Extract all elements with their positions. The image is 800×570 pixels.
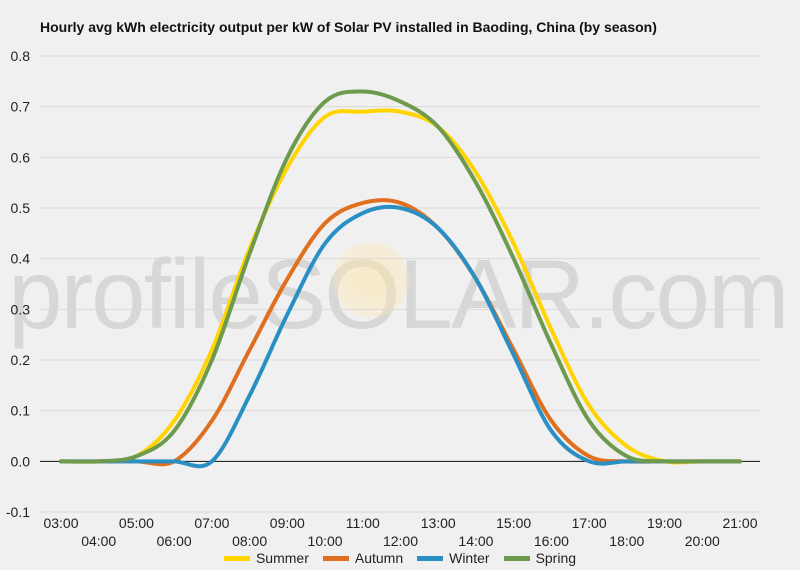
x-tick-label: 17:00 [572, 515, 607, 531]
x-tick-label: 14:00 [458, 533, 493, 549]
x-tick-label: 10:00 [308, 533, 343, 549]
legend-label: Spring [535, 550, 577, 566]
chart-legend: Summer Autumn Winter Spring [0, 548, 800, 568]
y-tick-label: 0.3 [11, 301, 31, 317]
x-tick-label: 08:00 [232, 533, 267, 549]
x-tick-label: 11:00 [346, 515, 380, 531]
legend-item-summer: Summer [223, 550, 309, 566]
legend-item-spring: Spring [503, 550, 577, 566]
legend-label: Winter [449, 550, 490, 566]
legend-swatch [417, 555, 444, 561]
legend-swatch [223, 555, 250, 561]
x-tick-label: 12:00 [383, 533, 418, 549]
x-axis-ticks: 03:0004:0005:0006:0007:0008:0009:0010:00… [43, 515, 757, 549]
y-tick-label: 0.1 [11, 403, 31, 419]
x-tick-label: 05:00 [119, 515, 154, 531]
legend-label: Summer [255, 550, 309, 566]
watermark-sun-icon [333, 242, 409, 318]
y-tick-label: -0.1 [6, 504, 30, 520]
x-tick-label: 19:00 [647, 515, 682, 531]
legend-item-autumn: Autumn [322, 550, 404, 566]
legend-item-winter: Winter [417, 550, 490, 566]
x-tick-label: 07:00 [194, 515, 229, 531]
x-tick-label: 13:00 [421, 515, 456, 531]
x-tick-label: 06:00 [157, 533, 192, 549]
y-tick-label: 0.2 [11, 352, 31, 368]
series-line-summer [59, 108, 742, 465]
grid-layer [40, 55, 760, 513]
series-layer [59, 89, 742, 469]
y-tick-label: 0.7 [11, 99, 31, 115]
chart-title: Hourly avg kWh electricity output per kW… [40, 19, 657, 35]
x-tick-label: 04:00 [81, 533, 116, 549]
x-tick-label: 21:00 [722, 515, 757, 531]
y-axis-ticks: -0.1 0.0 0.1 0.2 0.3 0.4 0.5 0.6 0.7 0.8 [6, 48, 30, 520]
legend-swatch [322, 555, 349, 561]
y-tick-label: 0.4 [11, 251, 31, 267]
series-line-spring [59, 89, 742, 464]
y-tick-label: 0.6 [11, 149, 31, 165]
x-tick-label: 03:00 [43, 515, 78, 531]
series-line-winter [59, 204, 742, 469]
y-tick-label: 0.8 [11, 48, 31, 64]
legend-label: Autumn [354, 550, 404, 566]
x-tick-label: 15:00 [496, 515, 531, 531]
x-tick-label: 09:00 [270, 515, 305, 531]
x-tick-label: 20:00 [685, 533, 720, 549]
x-tick-label: 16:00 [534, 533, 569, 549]
x-tick-label: 18:00 [609, 533, 644, 549]
y-tick-label: 0.5 [11, 200, 31, 216]
series-line-autumn [59, 198, 742, 467]
y-tick-label: 0.0 [11, 453, 31, 469]
legend-swatch [503, 555, 530, 561]
